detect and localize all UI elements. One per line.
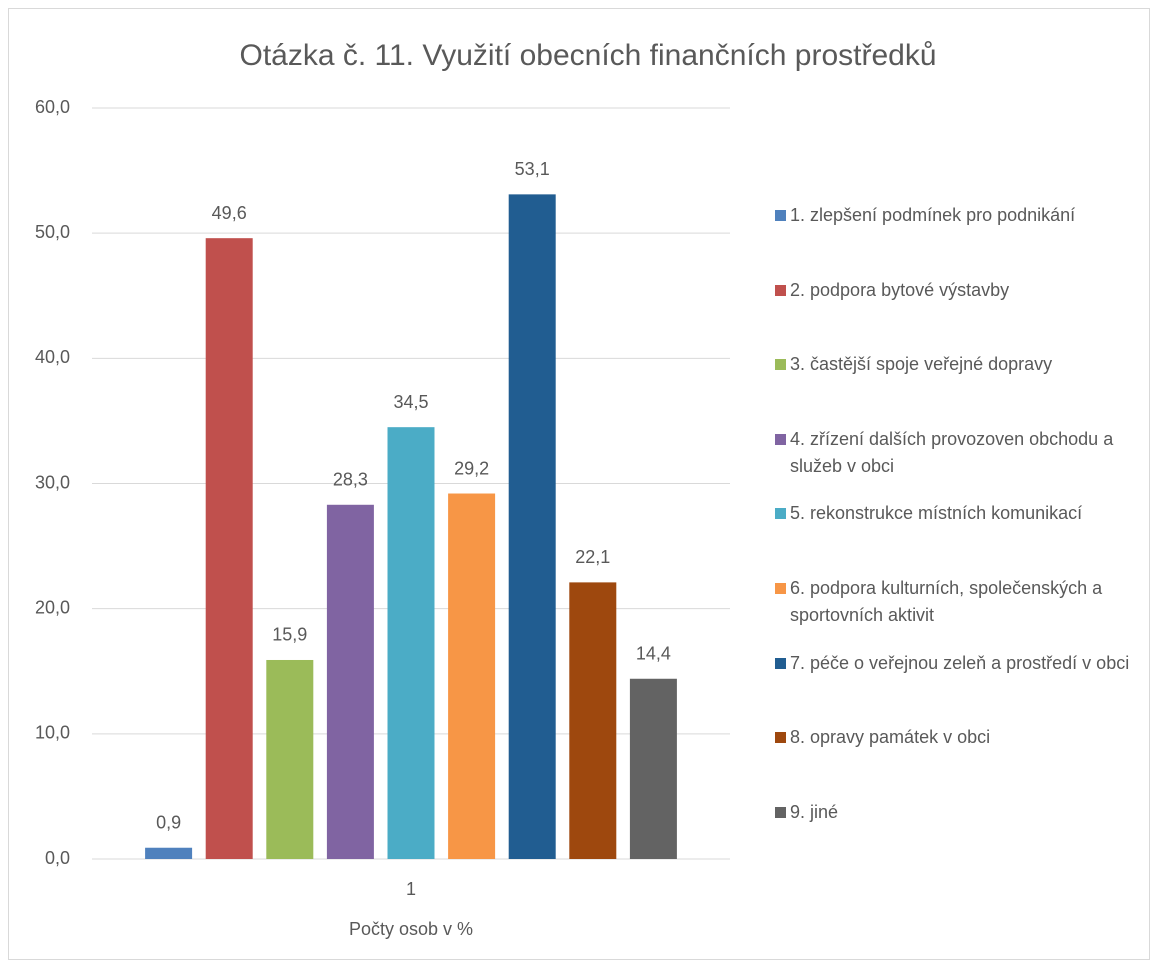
legend-label: 6. podpora kulturních, společenských a s… [790, 578, 1103, 625]
bar [569, 582, 617, 859]
legend-swatch [775, 508, 786, 520]
y-tick-label: 50,0 [35, 222, 70, 242]
legend-label: 8. opravy památek v obci [790, 727, 991, 748]
x-tick-label: 1 [406, 879, 416, 899]
legend-label: 1. zlepšení podmínek pro podnikání [790, 205, 1076, 225]
legend-swatch [775, 583, 786, 594]
bar [629, 678, 677, 859]
legend-item: 5. rekonstrukce místních komunikací [775, 500, 1150, 527]
x-axis-label: Počty osob v % [349, 919, 473, 939]
data-label: 22,1 [575, 547, 610, 567]
legend-label: 9. jiné [790, 801, 839, 822]
y-tick-label: 60,0 [35, 97, 70, 117]
data-label: 34,5 [393, 392, 428, 412]
legend-label: 2. podpora bytové výstavby [790, 279, 1010, 300]
legend-item: 3. častější spoje veřejné dopravy [775, 351, 1150, 378]
y-tick-label: 10,0 [35, 723, 70, 743]
bar [326, 504, 374, 859]
data-label: 0,9 [156, 812, 181, 832]
y-tick-label: 30,0 [35, 472, 70, 492]
y-tick-label: 0,0 [45, 848, 70, 868]
data-label: 28,3 [333, 470, 368, 490]
legend-swatch [775, 806, 786, 818]
data-label: 14,4 [636, 644, 671, 664]
legend-label: 7. péče o veřejnou zeleň a prostředí v o… [790, 652, 1130, 673]
legend-item: 4. zřízení dalších provozoven obchodu a … [775, 426, 1150, 480]
y-tick-label: 20,0 [35, 597, 70, 617]
bar [508, 194, 556, 860]
data-label: 15,9 [272, 625, 307, 645]
legend-swatch [775, 210, 786, 221]
bar [205, 238, 253, 859]
legend-swatch [775, 732, 786, 744]
data-label: 29,2 [454, 458, 489, 478]
legend-label: 4. zřízení dalších provozoven obchodu a … [790, 428, 1114, 476]
legend-swatch [775, 657, 786, 669]
bar [145, 847, 193, 859]
y-tick-label: 40,0 [35, 347, 70, 367]
bar [387, 427, 435, 859]
legend-item: 7. péče o veřejnou zeleň a prostředí v o… [775, 650, 1150, 677]
data-label: 49,6 [212, 203, 247, 223]
legend-item: 2. podpora bytové výstavby [775, 277, 1150, 304]
legend-item: 6. podpora kulturních, společenských a s… [775, 575, 1150, 629]
legend-label: 5. rekonstrukce místních komunikací [790, 503, 1083, 524]
bar [448, 493, 496, 859]
chart-title: Otázka č. 11. Využití obecních finančníc… [239, 39, 936, 72]
legend-swatch [775, 359, 786, 371]
data-label: 53,1 [515, 159, 550, 179]
bar [266, 659, 314, 859]
legend-label: 3. častější spoje veřejné dopravy [790, 354, 1053, 375]
legend-item: 9. jiné [775, 799, 1150, 826]
legend-item: 1. zlepšení podmínek pro podnikání [775, 202, 1150, 229]
legend-item: 8. opravy památek v obci [775, 724, 1150, 751]
legend-swatch [775, 284, 786, 296]
legend-swatch [775, 433, 786, 445]
